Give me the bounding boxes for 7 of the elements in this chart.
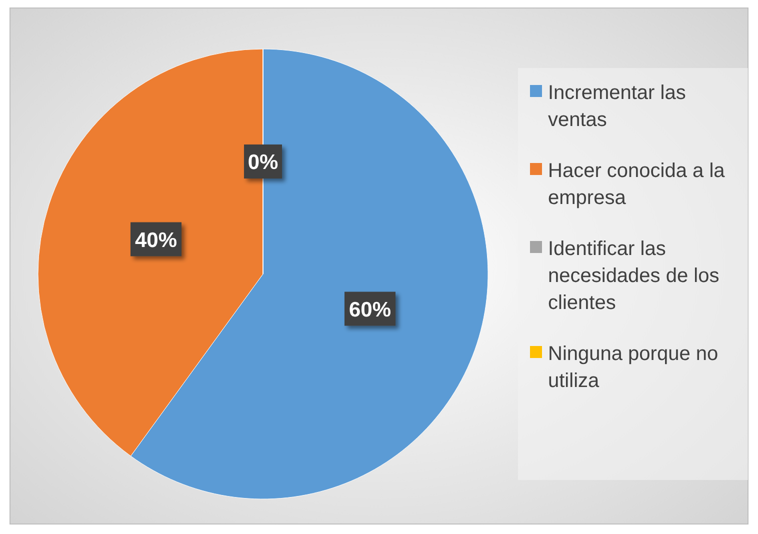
legend-label: Ninguna porque no utiliza xyxy=(548,343,718,392)
data-label: 40% xyxy=(134,228,178,252)
slice-label: Incrementar las ventas xyxy=(548,82,686,131)
data-label: 60% xyxy=(348,298,392,322)
legend-label: Identificar las necesidades de los clientes xyxy=(548,238,720,314)
text: 0% xyxy=(248,151,278,174)
legend-label: Hacer conocida a la empresa xyxy=(548,160,726,209)
